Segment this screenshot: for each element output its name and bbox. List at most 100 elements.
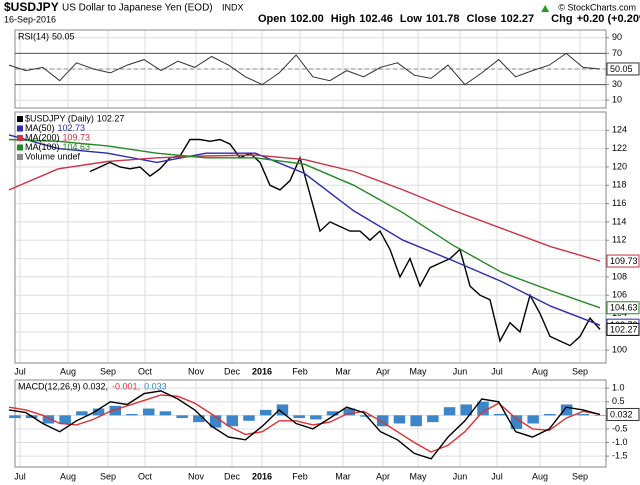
histogram-bar bbox=[142, 408, 155, 416]
y-tick-label: 10 bbox=[612, 95, 622, 105]
y-tick-label: 114 bbox=[612, 216, 626, 226]
series-line bbox=[8, 154, 601, 262]
x-tick-label: Mar bbox=[335, 366, 351, 376]
panel-title: -0.001, bbox=[112, 381, 140, 391]
y-tick-label: 118 bbox=[612, 180, 626, 190]
y-tick-label: 116 bbox=[612, 198, 626, 208]
x-tick-label: Dec bbox=[224, 471, 241, 481]
y-tick-label: 108 bbox=[612, 271, 627, 281]
histogram-bar bbox=[477, 401, 489, 416]
x-tick-label: May bbox=[409, 471, 427, 481]
x-tick-label: Jul bbox=[491, 366, 503, 376]
quote-label: Open bbox=[258, 13, 286, 25]
histogram-bar bbox=[577, 413, 590, 416]
price-badge-text: 104.63 bbox=[610, 303, 638, 313]
legend-name: MA(100) bbox=[25, 142, 60, 152]
x-tick-label: Oct bbox=[138, 366, 153, 376]
macd-badge-text: 0.032 bbox=[610, 409, 633, 419]
x-tick-label: Jul bbox=[14, 471, 26, 481]
quote: Open 102.00 High 102.46 Low 101.78 Close 102.27… bbox=[258, 5, 640, 25]
histogram-bar bbox=[493, 413, 506, 416]
instrument-name: US Dollar to Japanese Yen (EOD) bbox=[62, 3, 213, 14]
rsi-badge bbox=[606, 62, 640, 76]
y-tick-label: -0.5 bbox=[612, 423, 628, 433]
rsi-badge-text: 50.05 bbox=[610, 64, 633, 74]
volume-label: Volume undef bbox=[25, 151, 81, 161]
quote-label: Close bbox=[467, 13, 497, 25]
price-badge-text: 109.73 bbox=[610, 256, 638, 266]
histogram-bar bbox=[544, 413, 556, 416]
histogram-bar bbox=[193, 415, 205, 423]
quote-value: 102.27 bbox=[501, 13, 535, 25]
x-tick-label: Sep bbox=[100, 471, 116, 481]
x-tick-label: Aug bbox=[532, 471, 548, 481]
x-tick-label: Sep bbox=[100, 366, 116, 376]
x-tick-label: Nov bbox=[188, 471, 205, 481]
histogram-bar bbox=[259, 409, 272, 416]
legend-swatch bbox=[17, 144, 23, 151]
y-tick-label: -1.0 bbox=[612, 437, 628, 447]
quote-value: 101.78 bbox=[426, 13, 460, 25]
x-tick-label: Feb bbox=[292, 471, 308, 481]
quote-value: 102.00 bbox=[290, 13, 324, 25]
histogram-bar bbox=[42, 415, 55, 424]
x-tick-label: 2016 bbox=[252, 366, 272, 376]
panel-title-value: 50.05 bbox=[52, 31, 75, 41]
series-line bbox=[8, 52, 601, 86]
y-tick-label: 106 bbox=[612, 290, 627, 300]
histogram-bar bbox=[560, 404, 573, 416]
x-tick-label: Jun bbox=[453, 366, 468, 376]
x-tick-label: Jul bbox=[491, 471, 503, 481]
price-badge-text: 102.27 bbox=[610, 324, 638, 334]
quote-label: Chg bbox=[551, 13, 572, 25]
y-tick-label: 0.5 bbox=[612, 396, 625, 406]
x-tick-label: May bbox=[409, 366, 427, 376]
y-tick-label: 112 bbox=[612, 235, 626, 245]
panel-title: RSI(14) bbox=[18, 31, 49, 41]
legend-swatch bbox=[17, 116, 23, 122]
x-tick-label: Nov bbox=[188, 366, 205, 376]
histogram-bar bbox=[594, 415, 606, 416]
x-tick-label: Mar bbox=[335, 471, 351, 481]
histogram-bar bbox=[427, 415, 439, 423]
x-tick-label: Jun bbox=[453, 471, 468, 481]
x-tick-label: Feb bbox=[292, 366, 308, 376]
price-badge bbox=[606, 301, 640, 315]
x-tick-label: Apr bbox=[376, 471, 390, 481]
histogram-bar bbox=[293, 415, 305, 419]
histogram-bar bbox=[460, 404, 473, 416]
source: © StockCharts.com bbox=[558, 2, 636, 12]
legend-value: 109.73 bbox=[63, 132, 91, 142]
y-tick-label: -1.5 bbox=[612, 451, 628, 461]
histogram-bar bbox=[343, 408, 356, 416]
y-tick-label: 120 bbox=[612, 161, 627, 171]
legend-name: MA(50) bbox=[25, 123, 55, 133]
histogram-bar bbox=[326, 411, 339, 416]
panel-frame bbox=[14, 111, 607, 364]
histogram-bar bbox=[126, 413, 138, 416]
x-tick-label: Aug bbox=[532, 366, 548, 376]
y-tick-label: 30 bbox=[612, 79, 622, 89]
x-tick-label: Sep bbox=[572, 471, 588, 481]
series-line bbox=[8, 138, 601, 309]
histogram-bar bbox=[209, 415, 222, 428]
legend-value: 102.73 bbox=[58, 123, 86, 133]
y-tick-label: 70 bbox=[612, 48, 622, 58]
histogram-bar bbox=[92, 408, 105, 416]
series-line bbox=[8, 134, 601, 326]
histogram-bar bbox=[176, 415, 188, 419]
up-arrow bbox=[541, 5, 550, 12]
histogram-bar bbox=[393, 415, 406, 424]
legend-swatch bbox=[17, 135, 23, 141]
quote-label: Low bbox=[400, 13, 422, 25]
quote-value: 102.46 bbox=[359, 13, 393, 25]
histogram-bar bbox=[243, 415, 255, 421]
y-tick-label: 122 bbox=[612, 143, 627, 153]
histogram-bar bbox=[59, 415, 71, 424]
series-line bbox=[8, 390, 601, 460]
price-badge bbox=[606, 322, 640, 336]
x-tick-label: Oct bbox=[138, 471, 153, 481]
histogram-bar bbox=[410, 415, 422, 427]
histogram-bar bbox=[76, 411, 88, 416]
